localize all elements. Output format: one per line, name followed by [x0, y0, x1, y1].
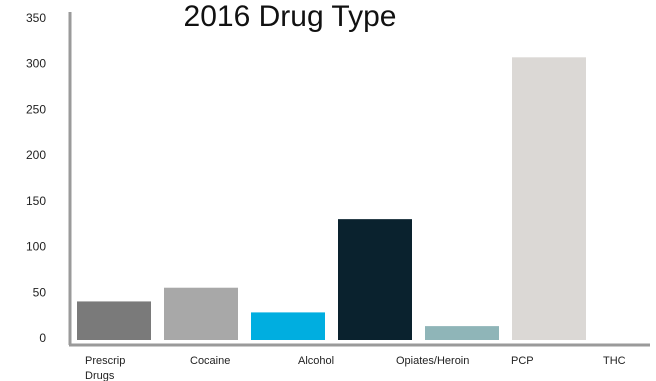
x-tick-label: Cocaine — [190, 355, 230, 367]
bar — [338, 219, 412, 340]
bar — [77, 301, 151, 340]
y-tick-labels: 0 50 100 150 200 250 300 350 — [26, 11, 46, 345]
chart-title: 2016 Drug Type — [184, 0, 397, 33]
y-tick-label: 0 — [39, 331, 46, 345]
y-tick-label: 300 — [26, 57, 46, 71]
x-tick-label: THC — [603, 355, 626, 367]
y-tick-label: 100 — [26, 240, 46, 254]
y-tick-label: 200 — [26, 148, 46, 162]
bar — [512, 57, 586, 341]
y-tick-label: 50 — [33, 285, 47, 299]
bar — [251, 312, 325, 340]
x-tick-label: Alcohol — [298, 355, 334, 367]
bar — [599, 338, 656, 340]
x-tick-label: Opiates/Heroin — [396, 355, 469, 367]
x-tick-label: PCP — [511, 355, 534, 367]
bar — [425, 326, 499, 340]
bars — [77, 57, 656, 341]
y-tick-label: 250 — [26, 102, 46, 116]
y-tick-label: 350 — [26, 11, 46, 25]
bar — [164, 287, 238, 340]
x-tick-label: Prescrip Drugs — [85, 355, 125, 381]
y-tick-label: 150 — [26, 194, 46, 208]
x-tick-labels: Prescrip Drugs Cocaine Alcohol Opiates/Heroi… — [85, 355, 626, 381]
